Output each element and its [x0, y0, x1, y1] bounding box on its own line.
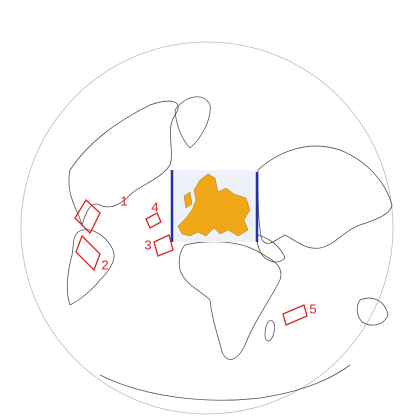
- south-america: [66, 229, 115, 306]
- region-frame: [75, 234, 101, 272]
- madagascar: [264, 320, 275, 342]
- australia: [356, 297, 389, 326]
- north-america: [68, 100, 179, 226]
- asia: [257, 145, 393, 249]
- africa: [178, 241, 282, 360]
- antarctica: [99, 364, 351, 401]
- globe-outline: [20, 41, 394, 415]
- region-frame: [145, 212, 162, 229]
- uk-shape: [183, 191, 193, 209]
- region-frame: [74, 198, 101, 235]
- region-label: 5: [309, 301, 316, 316]
- europe-shape: [177, 173, 251, 237]
- region-label: 1: [120, 193, 127, 208]
- region-label: 3: [144, 237, 151, 252]
- arabia: [256, 234, 286, 263]
- greenland: [174, 96, 211, 149]
- region-label: 2: [101, 257, 108, 272]
- region-label: 4: [151, 199, 158, 214]
- region-frame: [153, 234, 174, 257]
- region-frame: [282, 304, 308, 326]
